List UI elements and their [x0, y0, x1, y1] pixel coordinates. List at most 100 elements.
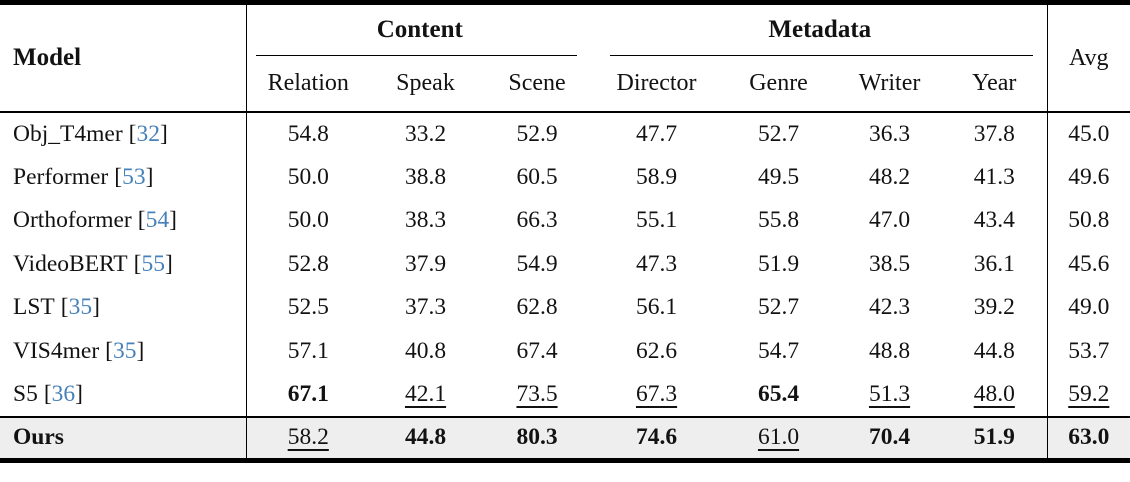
score-genre: 52.7 — [720, 111, 838, 156]
table-row-lst: LST [35] 52.5 37.3 62.8 56.1 52.7 42.3 39… — [0, 286, 1130, 330]
column-header-year: Year — [972, 70, 1017, 96]
bracket-open: [ — [43, 380, 52, 407]
model-name: Obj_T4mer — [13, 120, 123, 147]
model-name: VIS4mer — [13, 337, 100, 364]
table-row-videobert: VideoBERT [55] 52.8 37.9 54.9 47.3 51.9 3… — [0, 242, 1130, 286]
score-speak: 38.8 — [404, 163, 447, 190]
score-scene: 80.3 — [481, 415, 594, 460]
table-row-s5: S5 [36] 67.1 42.1 73.5 67.3 65.4 51.3 48.… — [0, 373, 1130, 417]
score-year: 36.1 — [973, 250, 1015, 277]
table-row-obj-t4mer: Obj_T4mer [32] 54.8 33.2 52.9 47.7 52.7 3… — [0, 111, 1130, 156]
score-writer: 48.8 — [868, 337, 911, 364]
score-genre: 54.7 — [757, 337, 800, 364]
model-name: Performer — [13, 163, 109, 190]
group-label-metadata: Metadata — [768, 16, 872, 43]
score-relation: 58.2 — [245, 415, 370, 460]
bracket-open: [ — [114, 163, 123, 190]
bracket-open: [ — [105, 337, 113, 364]
score-speak: 37.3 — [404, 294, 447, 321]
column-group-metadata: Metadata — [593, 3, 1047, 56]
score-writer: 42.3 — [868, 294, 911, 321]
score-relation: 50.0 — [245, 199, 370, 243]
score-speak: 38.3 — [404, 207, 447, 234]
score-speak: 42.1 — [404, 380, 447, 407]
content-cmidrule — [255, 55, 578, 56]
citation-number: 54 — [145, 207, 170, 234]
header-sub-row: Relation Speak Scene Director Genre Writ… — [0, 56, 1130, 112]
score-genre: 55.8 — [757, 207, 800, 234]
score-writer: 36.3 — [837, 111, 943, 156]
column-header-writer: Writer — [858, 70, 921, 96]
model-cell: Ours — [0, 415, 246, 460]
citation-number: 36 — [51, 380, 76, 407]
group-label-content: Content — [376, 16, 463, 43]
model-cell: S5 [36] — [0, 373, 246, 417]
model-name: S5 — [13, 380, 38, 407]
bracket-close: ] — [165, 250, 173, 277]
citation-link[interactable]: [53] — [114, 164, 153, 190]
score-director: 62.6 — [635, 337, 678, 364]
score-year: 37.8 — [942, 111, 1048, 156]
score-director: 58.9 — [635, 163, 678, 190]
score-avg: 59.2 — [1046, 373, 1130, 417]
score-scene: 52.9 — [481, 111, 594, 156]
table-row-orthoformer: Orthoformer [54] 50.0 38.3 66.3 55.1 55.8… — [0, 199, 1130, 243]
score-writer: 47.0 — [868, 207, 911, 234]
model-cell: Orthoformer [54] — [0, 199, 246, 243]
citation-link[interactable]: [35] — [105, 338, 144, 364]
score-genre: 49.5 — [757, 163, 800, 190]
column-header-scene: Scene — [508, 70, 566, 96]
bracket-open: [ — [60, 294, 69, 321]
citation-link[interactable]: [35] — [61, 294, 100, 320]
bracket-close: ] — [92, 294, 100, 321]
column-header-avg: Avg — [1046, 2, 1130, 112]
score-speak: 40.8 — [404, 337, 447, 364]
score-relation: 50.0 — [245, 155, 370, 199]
score-director: 74.6 — [593, 415, 721, 460]
score-avg: 45.6 — [1046, 242, 1130, 286]
score-year: 51.9 — [942, 415, 1048, 460]
score-genre: 65.4 — [757, 380, 800, 407]
citation-number: 32 — [136, 120, 160, 147]
column-group-content: Content — [245, 2, 594, 56]
model-cell: LST [35] — [0, 286, 246, 330]
score-scene: 62.8 — [516, 294, 558, 321]
score-director: 47.3 — [635, 250, 678, 277]
table-row-performer: Performer [53] 50.0 38.8 60.5 58.9 49.5 4… — [0, 155, 1130, 200]
score-director: 47.7 — [593, 111, 721, 156]
model-name: LST — [13, 294, 55, 321]
bracket-close: ] — [75, 380, 83, 407]
score-relation: 57.1 — [245, 329, 370, 373]
score-scene: 54.9 — [516, 250, 558, 277]
score-director: 67.3 — [635, 380, 678, 407]
score-speak: 44.8 — [370, 415, 481, 460]
score-writer: 51.3 — [868, 380, 911, 407]
citation-link[interactable]: [55] — [134, 251, 173, 277]
results-table: Model Content Metadata Avg Relation Spea… — [0, 0, 1130, 463]
score-scene: 66.3 — [516, 207, 558, 234]
score-relation: 54.8 — [245, 111, 370, 156]
bracket-close: ] — [145, 163, 154, 190]
score-year: 41.3 — [973, 163, 1015, 190]
column-header-speak: Speak — [396, 70, 455, 96]
citation-link[interactable]: [32] — [129, 121, 168, 147]
model-name: Orthoformer — [13, 207, 132, 234]
model-cell: Performer [53] — [0, 156, 246, 200]
score-avg: 45.0 — [1046, 111, 1130, 156]
table-row-ours: Ours 58.2 44.8 80.3 74.6 61.0 70.4 51.9 … — [0, 415, 1130, 460]
bracket-close: ] — [169, 207, 177, 234]
score-scene: 67.4 — [516, 337, 558, 364]
score-avg: 63.0 — [1046, 415, 1130, 460]
citation-number: 55 — [141, 250, 166, 277]
score-writer: 38.5 — [868, 250, 911, 277]
model-name: Ours — [13, 424, 64, 450]
citation-link[interactable]: [54] — [138, 207, 177, 233]
citation-link[interactable]: [36] — [44, 381, 83, 407]
citation-number: 53 — [122, 163, 146, 190]
score-year: 43.4 — [973, 207, 1015, 234]
column-header-director: Director — [616, 70, 697, 96]
score-director: 56.1 — [635, 294, 678, 321]
score-avg: 50.8 — [1046, 199, 1130, 243]
score-genre: 61.0 — [720, 415, 838, 460]
citation-number: 35 — [68, 294, 93, 321]
